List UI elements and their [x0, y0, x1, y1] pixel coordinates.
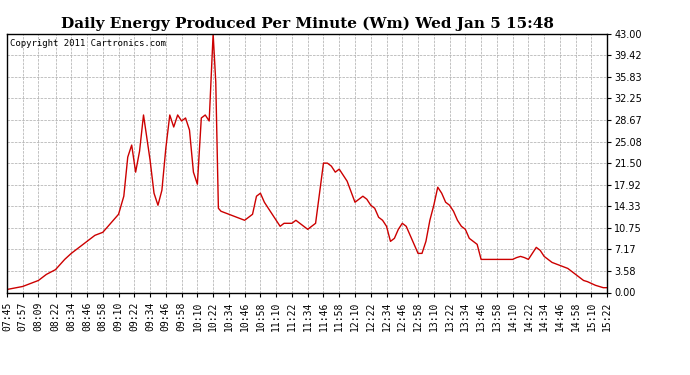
Text: Copyright 2011 Cartronics.com: Copyright 2011 Cartronics.com: [10, 39, 166, 48]
Title: Daily Energy Produced Per Minute (Wm) Wed Jan 5 15:48: Daily Energy Produced Per Minute (Wm) We…: [61, 17, 553, 31]
